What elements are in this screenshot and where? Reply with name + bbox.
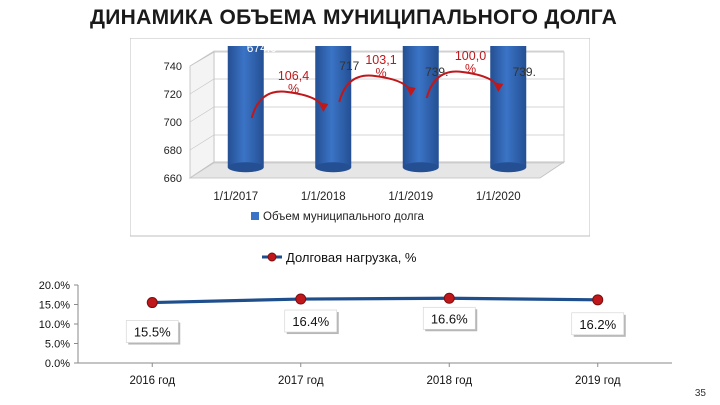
x-tick-label: 2016 год: [129, 375, 175, 387]
y-tick-label: 700: [164, 117, 182, 129]
growth-label: 106,4: [278, 69, 309, 83]
data-label: 674.0: [247, 41, 277, 55]
debt-load-chart: Долговая нагрузка, % 0.0% 5.0% 10.0% 15.0% 20…: [39, 250, 672, 387]
y-tick-label: 0.0%: [45, 358, 70, 370]
x-tick-label: 1/1/2019: [388, 191, 433, 203]
bar: [402, 46, 439, 168]
label-box: [422, 306, 476, 330]
page-title: ДИНАМИКА ОБЪЕМА МУНИЦИПАЛЬНОГО ДОЛГА: [90, 6, 618, 29]
growth-arrow: [250, 90, 325, 119]
side-wall: [189, 51, 215, 179]
label-box: [284, 309, 338, 333]
x-tick-label: 2017 год: [278, 375, 324, 387]
x-tick-label: 2019 год: [575, 375, 621, 387]
debt-volume-chart: 660 680 700 720 740 1/1/2017 1/1/2018 1/1/2019 1…: [130, 38, 590, 237]
y-tick-label: 720: [164, 89, 182, 101]
bar-base: [402, 162, 439, 173]
growth-label: %: [375, 66, 386, 80]
page-number: 35: [694, 388, 706, 399]
legend-swatch: [251, 212, 259, 220]
data-label: 739.: [425, 65, 448, 79]
gridline: [189, 50, 564, 67]
growth-label: 103,1: [365, 53, 396, 67]
data-label: 16.2%: [579, 317, 616, 332]
bar: [490, 46, 527, 168]
data-label: 16.4%: [292, 314, 329, 329]
label-box: [125, 320, 179, 343]
legend-label: Объем муниципального долга: [263, 211, 425, 223]
data-label: 16.6%: [431, 311, 468, 326]
data-point: [592, 294, 604, 306]
bar-base: [490, 162, 527, 173]
y-tick-label: 5.0%: [45, 339, 70, 351]
data-point: [295, 293, 307, 305]
data-label: 717: [339, 59, 359, 73]
x-tick-label: 2018 год: [426, 375, 472, 387]
legend-marker: [267, 252, 277, 262]
bar-base: [315, 162, 352, 173]
arrow-head: [405, 86, 416, 96]
y-tick-label: 680: [164, 145, 182, 157]
y-tick-label: 20.0%: [39, 280, 70, 292]
growth-label: %: [288, 82, 299, 96]
series-line: [152, 296, 598, 305]
gridline: [189, 78, 564, 95]
bar-base: [227, 162, 264, 173]
growth-label: 100,0: [455, 49, 486, 63]
y-tick-label: 740: [164, 61, 182, 73]
data-label: 739.: [513, 65, 536, 79]
arrow-head: [318, 102, 329, 112]
x-tick-label: 1/1/2020: [476, 191, 521, 203]
x-tick-label: 1/1/2018: [301, 191, 346, 203]
gridline: [189, 134, 564, 151]
legend-label: Долговая нагрузка, %: [286, 250, 417, 265]
bar: [227, 46, 264, 168]
y-tick-label: 15.0%: [39, 300, 70, 312]
label-box: [571, 312, 625, 336]
arrow-head: [493, 82, 504, 92]
data-label: 15.5%: [134, 325, 171, 340]
gridline: [189, 162, 564, 179]
data-point: [146, 297, 158, 309]
floor: [188, 161, 566, 179]
growth-label: %: [465, 62, 476, 76]
data-point: [443, 292, 455, 304]
growth-arrow: [338, 74, 412, 103]
x-tick-label: 1/1/2017: [213, 191, 258, 203]
y-tick-label: 660: [164, 173, 182, 185]
y-tick-label: 10.0%: [39, 319, 70, 331]
growth-arrow: [425, 70, 500, 99]
gridline: [189, 106, 564, 123]
